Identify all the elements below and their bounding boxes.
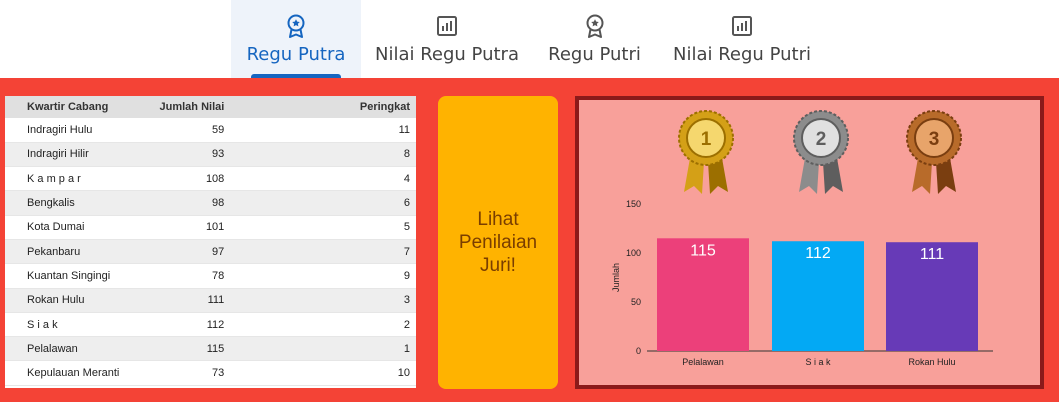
cell-jumlah: 115 — [136, 336, 349, 362]
lihat-penilaian-juri-label: Lihat Penilaian Juri! — [458, 209, 538, 276]
bar-data-label: 112 — [805, 245, 831, 262]
bar-chart-icon — [730, 14, 754, 38]
table-row[interactable]: Indragiri Hulu 59 11 — [5, 118, 416, 143]
cell-kwartir: S i a k — [5, 312, 137, 338]
cell-jumlah: 101 — [136, 215, 349, 240]
x-category-label: Pelalawan — [682, 357, 724, 367]
bar — [772, 241, 864, 351]
table-row[interactable]: K a m p a r 108 4 — [5, 166, 416, 192]
cell-jumlah: 98 — [136, 190, 349, 216]
table-header-row: Kwartir Cabang Jumlah Nilai Peringkat — [5, 96, 416, 118]
cell-kwartir: Rokan Hulu — [5, 288, 137, 313]
y-tick-label: 0 — [636, 346, 641, 356]
cell-kwartir: Indragiri Hilir — [5, 142, 137, 168]
tab-2[interactable]: Regu Putri — [532, 0, 657, 78]
tab-label: Nilai Regu Putra — [375, 44, 519, 65]
bar-data-label: 111 — [920, 246, 944, 263]
cell-peringkat: 6 — [348, 190, 416, 216]
cell-kwartir: Kepulauan Meranti — [5, 360, 137, 386]
bar — [657, 238, 749, 351]
bar — [886, 242, 978, 351]
column-header-peringkat[interactable]: Peringkat — [359, 101, 410, 113]
cell-kwartir: Kota Dumai — [5, 215, 137, 240]
award-icon — [284, 14, 308, 38]
tab-label: Regu Putra — [246, 44, 346, 65]
cell-jumlah: 59 — [136, 118, 349, 143]
medal-number: 1 — [701, 129, 712, 150]
active-tab-indicator — [251, 74, 341, 78]
cell-kwartir: Indragiri Hulu — [5, 118, 137, 143]
ranking-table-card: Kwartir Cabang Jumlah Nilai Peringkat In… — [5, 96, 416, 388]
podium-bar-chart: 1 2 3 0 50 100 150 Jumlah 115 Pelalawan 112 S i a k… — [611, 110, 993, 367]
cell-kwartir: Kuantan Singingi — [5, 263, 137, 289]
table-row[interactable]: Kuantan Singingi 78 9 — [5, 263, 416, 289]
y-axis-label: Jumlah — [611, 263, 621, 292]
ranking-table: Kwartir Cabang Jumlah Nilai Peringkat In… — [5, 96, 416, 386]
table-row[interactable]: S i a k 112 2 — [5, 312, 416, 338]
silver-medal-icon — [793, 110, 849, 194]
cell-peringkat: 3 — [348, 288, 416, 313]
table-row[interactable]: Indragiri Hilir 93 8 — [5, 142, 416, 168]
cell-kwartir: K a m p a r — [5, 166, 137, 192]
cell-peringkat: 11 — [348, 118, 416, 143]
cell-kwartir: Bengkalis — [5, 190, 137, 216]
cell-peringkat: 9 — [348, 263, 416, 289]
tab-3[interactable]: Nilai Regu Putri — [657, 0, 827, 78]
table-row[interactable]: Pelalawan 115 1 — [5, 336, 416, 362]
cell-peringkat: 8 — [348, 142, 416, 168]
cell-jumlah: 97 — [136, 239, 349, 265]
y-tick-label: 100 — [626, 248, 641, 258]
cell-peringkat: 10 — [348, 360, 416, 386]
cell-jumlah: 78 — [136, 263, 349, 289]
medal-number: 3 — [929, 129, 940, 150]
x-category-label: Rokan Hulu — [908, 357, 955, 367]
cell-jumlah: 93 — [136, 142, 349, 168]
cell-jumlah: 73 — [136, 360, 349, 386]
gold-medal-icon — [678, 110, 734, 194]
table-row[interactable]: Kota Dumai 101 5 — [5, 215, 416, 240]
column-header-jumlah[interactable]: Jumlah Nilai — [159, 101, 225, 113]
lihat-penilaian-juri-button[interactable]: Lihat Penilaian Juri! — [438, 96, 558, 389]
cell-kwartir: Pekanbaru — [5, 239, 137, 265]
bar-data-label: 115 — [690, 242, 716, 259]
tab-1[interactable]: Nilai Regu Putra — [362, 0, 532, 78]
tab-bar: Regu Putra Nilai Regu Putra Regu Putri Nila… — [0, 0, 1059, 78]
x-category-label: S i a k — [805, 357, 831, 367]
cell-peringkat: 4 — [348, 166, 416, 192]
tab-label: Regu Putri — [548, 44, 641, 65]
cell-jumlah: 111 — [136, 288, 349, 313]
bronze-medal-icon — [906, 110, 962, 194]
table-row[interactable]: Bengkalis 98 6 — [5, 190, 416, 216]
table-row[interactable]: Kepulauan Meranti 73 10 — [5, 360, 416, 386]
tab-label: Nilai Regu Putri — [673, 44, 811, 65]
cell-peringkat: 1 — [348, 336, 416, 362]
cell-peringkat: 5 — [348, 215, 416, 240]
table-row[interactable]: Pekanbaru 97 7 — [5, 239, 416, 265]
y-tick-label: 150 — [626, 199, 641, 209]
cell-kwartir: Pelalawan — [5, 336, 137, 362]
cell-peringkat: 7 — [348, 239, 416, 265]
y-tick-label: 50 — [631, 297, 641, 307]
medal-number: 2 — [816, 129, 827, 150]
table-row[interactable]: Rokan Hulu 111 3 — [5, 288, 416, 313]
cell-jumlah: 112 — [136, 312, 349, 338]
cell-jumlah: 108 — [136, 166, 349, 192]
tab-0[interactable]: Regu Putra — [231, 0, 361, 78]
award-icon — [583, 14, 607, 38]
cell-peringkat: 2 — [348, 312, 416, 338]
column-header-kwartir[interactable]: Kwartir Cabang — [27, 101, 109, 113]
bar-chart-icon — [435, 14, 459, 38]
podium-chart-panel: 1 2 3 0 50 100 150 Jumlah 115 Pelalawan 112 S i a k… — [575, 96, 1044, 389]
